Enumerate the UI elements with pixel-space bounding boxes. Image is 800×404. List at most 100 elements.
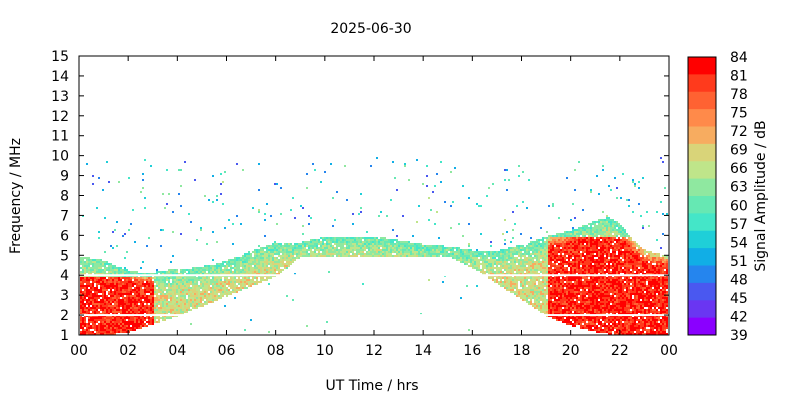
heatmap-cell — [274, 249, 276, 251]
heatmap-cell — [150, 283, 152, 285]
heatmap-cell — [144, 309, 146, 311]
heatmap-cell — [80, 307, 82, 309]
heatmap-cell — [120, 327, 122, 329]
heatmap-cell — [118, 301, 120, 303]
heatmap-cell — [516, 245, 518, 247]
heatmap-cell — [512, 247, 514, 249]
heatmap-cell — [124, 323, 126, 325]
heatmap-cell — [260, 255, 262, 257]
heatmap-cell — [532, 289, 534, 291]
heatmap-cell — [208, 267, 210, 269]
heatmap-cell — [496, 267, 498, 269]
heatmap-cell — [466, 253, 468, 255]
heatmap-cell — [380, 241, 382, 243]
heatmap-cell — [88, 323, 90, 325]
heatmap-cell — [236, 281, 238, 283]
heatmap-cell — [136, 271, 138, 273]
heatmap-cell — [170, 289, 172, 291]
heatmap-cell — [552, 273, 554, 275]
heatmap-cell — [560, 309, 562, 311]
heatmap-cell — [282, 249, 284, 251]
heatmap-cell — [478, 269, 480, 271]
heatmap-cell — [226, 291, 228, 293]
heatmap-cell — [554, 277, 556, 279]
heatmap-cell — [236, 269, 238, 271]
heatmap-cell — [190, 281, 192, 283]
heatmap-cell — [106, 313, 108, 315]
heatmap-cell — [220, 265, 222, 267]
heatmap-cell — [264, 257, 266, 259]
heatmap-cell — [106, 321, 108, 323]
heatmap-cell — [518, 255, 520, 257]
heatmap-cell — [176, 297, 178, 299]
heatmap-cell — [452, 253, 454, 255]
heatmap-cell — [142, 323, 144, 325]
heatmap-cell — [104, 265, 106, 267]
heatmap-cell — [572, 241, 574, 243]
heatmap-cell — [92, 333, 94, 335]
heatmap-cell — [540, 271, 542, 273]
heatmap-cell — [278, 255, 280, 257]
heatmap-cell — [108, 283, 110, 285]
heatmap-cell — [548, 243, 550, 245]
heatmap-cell — [336, 239, 338, 241]
heatmap-cell — [378, 243, 380, 245]
heatmap-cell — [118, 327, 120, 329]
heatmap-cell — [126, 307, 128, 309]
heatmap-cell — [398, 247, 400, 249]
heatmap-cell — [574, 293, 576, 295]
heatmap-cell — [158, 317, 160, 319]
heatmap-cell — [218, 263, 220, 265]
heatmap-cell — [128, 299, 130, 301]
heatmap-cell — [122, 235, 124, 237]
heatmap-cell — [258, 209, 260, 211]
heatmap-cell — [224, 277, 226, 279]
heatmap-cell — [110, 265, 112, 267]
heatmap-cell — [494, 253, 496, 255]
heatmap-cell — [272, 243, 274, 245]
heatmap-cell — [172, 307, 174, 309]
heatmap-cell — [558, 257, 560, 259]
heatmap-cell — [436, 211, 438, 213]
heatmap-cell — [468, 253, 470, 255]
heatmap-cell — [544, 269, 546, 271]
heatmap-cell — [314, 247, 316, 249]
heatmap-cell — [92, 271, 94, 273]
heatmap-cell — [412, 253, 414, 255]
heatmap-cell — [212, 293, 214, 295]
heatmap-cell — [200, 269, 202, 271]
heatmap-cell — [372, 239, 374, 241]
heatmap-cell — [90, 295, 92, 297]
heatmap-cell — [130, 299, 132, 301]
heatmap-cell — [504, 281, 506, 283]
heatmap-cell — [150, 287, 152, 289]
heatmap-cell — [392, 247, 394, 249]
heatmap-cell — [576, 257, 578, 259]
heatmap-cell — [522, 279, 524, 281]
heatmap-cell — [556, 311, 558, 313]
heatmap-cell — [524, 267, 526, 269]
heatmap-cell — [374, 249, 376, 251]
heatmap-cell — [246, 261, 248, 263]
heatmap-cell — [508, 251, 510, 253]
heatmap-cell — [274, 253, 276, 255]
heatmap-cell — [270, 271, 272, 273]
heatmap-cell — [126, 323, 128, 325]
heatmap-cell — [560, 307, 562, 309]
heatmap-cell — [572, 263, 574, 265]
heatmap-cell — [538, 297, 540, 299]
heatmap-cell — [222, 287, 224, 289]
heatmap-cell — [130, 317, 132, 319]
heatmap-cell — [372, 237, 374, 239]
heatmap-cell — [184, 285, 186, 287]
heatmap-cell — [482, 255, 484, 257]
heatmap-cell — [158, 289, 160, 291]
heatmap-cell — [196, 297, 198, 299]
heatmap-cell — [350, 251, 352, 253]
heatmap-cell — [200, 267, 202, 269]
heatmap-cell — [132, 311, 134, 313]
heatmap-cell — [262, 253, 264, 255]
heatmap-cell — [122, 303, 124, 305]
heatmap-cell — [550, 281, 552, 283]
heatmap-cell — [440, 249, 442, 251]
